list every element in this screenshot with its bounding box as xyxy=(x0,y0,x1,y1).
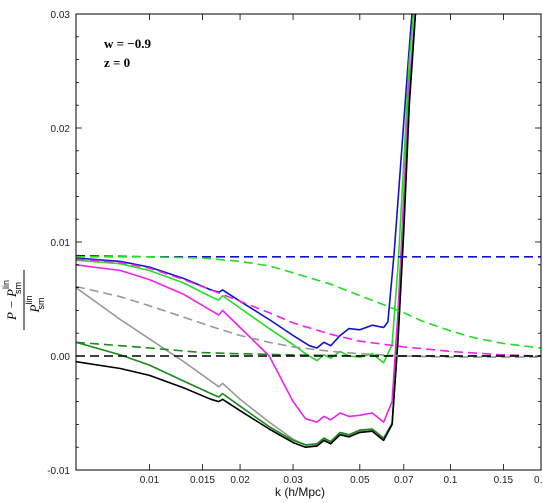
series-magenta-dashed xyxy=(76,258,541,357)
x-tick-label: 0.02 xyxy=(230,475,250,486)
y-num-sub: sm xyxy=(13,282,23,294)
tick-layer: 0.01 0.015 0.02 0.03 0.05 0.07 0.1 0.15 0.2 -0.01… xyxy=(47,10,543,486)
y-tick-label: 0.01 xyxy=(51,238,71,249)
y-tick-label: 0.02 xyxy=(51,124,71,135)
plot-frame xyxy=(75,13,542,471)
x-axis-label: k (h/Mpc) xyxy=(275,485,325,499)
x-tick-label: 0.03 xyxy=(283,475,303,486)
frame-layer xyxy=(75,13,542,471)
y-tick-label: -0.01 xyxy=(47,466,70,477)
y-tick-label: 0.03 xyxy=(51,10,71,21)
y-den-sup: lin xyxy=(24,296,34,305)
annotation-z: z = 0 xyxy=(104,55,130,70)
x-tick-label: 0.1 xyxy=(443,475,457,486)
y-num-main: P − P xyxy=(4,289,19,321)
label-layer: k (h/Mpc) P − Plin sm Plin sm w = −0.9 z =… xyxy=(1,36,325,499)
y-axis-numerator: P − Plin sm xyxy=(1,280,23,321)
x-tick-label: 0.15 xyxy=(494,475,514,486)
y-axis-label: P − Plin sm Plin sm xyxy=(1,270,46,330)
x-tick-label: 0.07 xyxy=(394,475,414,486)
y-axis-denominator: Plin sm xyxy=(24,296,46,314)
series-green-dashed xyxy=(76,256,541,349)
series-blue-dashed xyxy=(76,254,541,258)
x-tick-label: 0.01 xyxy=(140,475,160,486)
series-magenta-solid xyxy=(76,14,417,423)
series-green-solid xyxy=(76,14,415,364)
series-black-solid xyxy=(76,14,417,448)
x-tick-label: 0.015 xyxy=(190,475,215,486)
y-num-sup: lin xyxy=(1,280,11,289)
y-den-main: P xyxy=(27,304,42,313)
x-tick-label: 0.2 xyxy=(534,475,543,486)
y-tick-label: 0.00 xyxy=(51,352,71,363)
series-layer xyxy=(76,14,541,448)
y-den-sub: sm xyxy=(36,298,46,310)
series-gray-dashed xyxy=(76,285,541,358)
annotation-w: w = −0.9 xyxy=(104,36,151,51)
x-tick-label: 0.05 xyxy=(350,475,370,486)
